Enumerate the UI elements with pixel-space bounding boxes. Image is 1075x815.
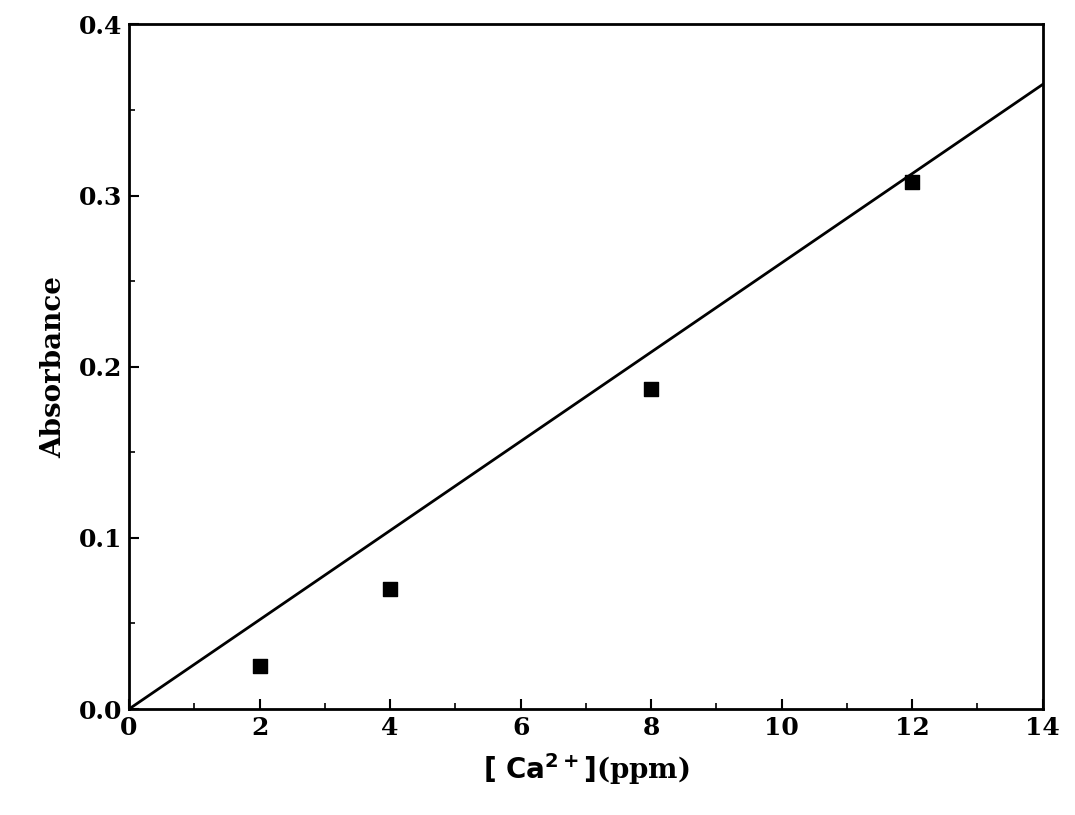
- Point: [382, 583, 399, 596]
- Point: [250, 660, 268, 673]
- Point: [643, 382, 660, 395]
- Y-axis label: Absorbance: Absorbance: [41, 275, 68, 458]
- Point: [904, 175, 921, 188]
- X-axis label: $\mathbf{[\ Ca^{2+}]}$(ppm): $\mathbf{[\ Ca^{2+}]}$(ppm): [483, 751, 689, 787]
